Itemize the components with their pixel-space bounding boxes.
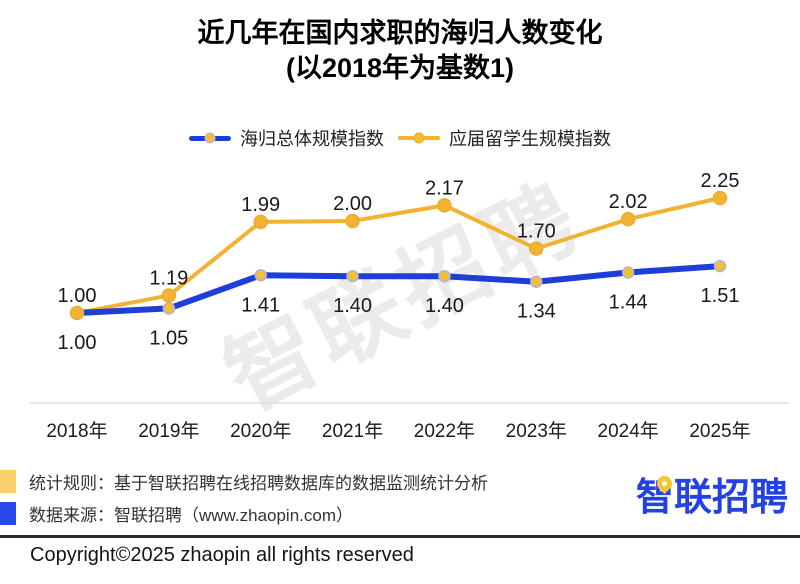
data-label: 2.25	[701, 170, 740, 192]
data-point-marker	[438, 269, 451, 283]
data-label: 2.00	[333, 193, 372, 215]
series-line-0	[74, 263, 723, 316]
data-point-marker	[620, 211, 636, 227]
data-point-marker	[345, 213, 360, 229]
data-label: 1.05	[149, 327, 188, 349]
legend-item-new-graduates: 应届留学生规模指数	[398, 125, 611, 151]
data-label: 1.00	[58, 285, 97, 307]
x-axis-label: 2021年	[322, 420, 383, 442]
data-label: 2.02	[609, 191, 648, 213]
data-point-marker	[529, 241, 544, 256]
data-source-text: 数据来源：智联招聘（www.zhaopin.com）	[29, 506, 354, 525]
x-axis-label: 2023年	[506, 420, 567, 442]
series-line-1	[75, 196, 722, 315]
data-point-marker	[161, 288, 177, 303]
legend-label-new-graduates: 应届留学生规模指数	[449, 129, 611, 149]
x-axis-label: 2022年	[414, 420, 475, 442]
x-axis-label: 2019年	[138, 420, 199, 442]
chart-title: 近几年在国内求职的海归人数变化 (以2018年为基数1)	[0, 16, 800, 86]
data-label: 1.19	[149, 268, 188, 290]
chart-title-line2: (以2018年为基数1)	[285, 53, 515, 83]
legend-marker-dot-icon	[413, 132, 425, 144]
chart-legend: 海归总体规模指数 应届留学生规模指数	[0, 125, 800, 151]
legend-marker-dot-icon	[204, 132, 216, 144]
data-point-marker	[621, 266, 635, 279]
data-label: 1.41	[241, 294, 280, 316]
data-label: 1.40	[333, 295, 372, 317]
legend-line-blue-icon	[189, 132, 231, 144]
data-label: 1.70	[517, 221, 556, 243]
data-point-marker	[437, 198, 452, 213]
blue-square-icon	[0, 502, 16, 525]
data-point-marker	[254, 269, 267, 282]
chart-title-line1: 近几年在国内求职的海归人数变化	[197, 18, 603, 48]
data-point-marker	[713, 259, 727, 273]
x-axis-label: 2020年	[230, 420, 291, 442]
data-label: 1.99	[241, 194, 280, 216]
data-label: 1.34	[517, 301, 556, 323]
data-label: 1.00	[58, 332, 97, 354]
yellow-square-icon	[0, 470, 16, 493]
legend-item-overall-returnees: 海归总体规模指数	[189, 125, 384, 151]
data-point-marker	[162, 302, 176, 315]
data-label: 1.44	[609, 292, 648, 314]
data-label: 2.17	[425, 177, 464, 199]
x-axis-label: 2025年	[689, 420, 750, 442]
data-point-marker	[712, 190, 728, 206]
legend-line-yellow-icon	[398, 132, 440, 144]
data-point-marker	[253, 214, 268, 230]
legend-label-overall-returnees: 海归总体规模指数	[240, 129, 384, 149]
data-point-marker	[69, 305, 85, 321]
data-source-note: 数据来源：智联招聘（www.zhaopin.com）	[0, 501, 353, 526]
stat-rule-text: 统计规则：基于智联招聘在线招聘数据库的数据监测统计分析	[29, 474, 488, 493]
data-point-marker	[346, 269, 359, 283]
footer-divider	[0, 535, 800, 538]
data-label: 1.51	[701, 285, 740, 307]
x-axis-label: 2024年	[598, 420, 659, 442]
data-point-marker	[530, 275, 543, 288]
x-axis-label: 2018年	[46, 420, 107, 442]
data-label: 1.40	[425, 295, 464, 317]
stat-rule-note: 统计规则：基于智联招聘在线招聘数据库的数据监测统计分析	[0, 469, 488, 494]
copyright-text: Copyright©2025 zhaopin all rights reserv…	[30, 544, 414, 566]
zhaopin-logo: 智联招聘	[636, 472, 788, 517]
